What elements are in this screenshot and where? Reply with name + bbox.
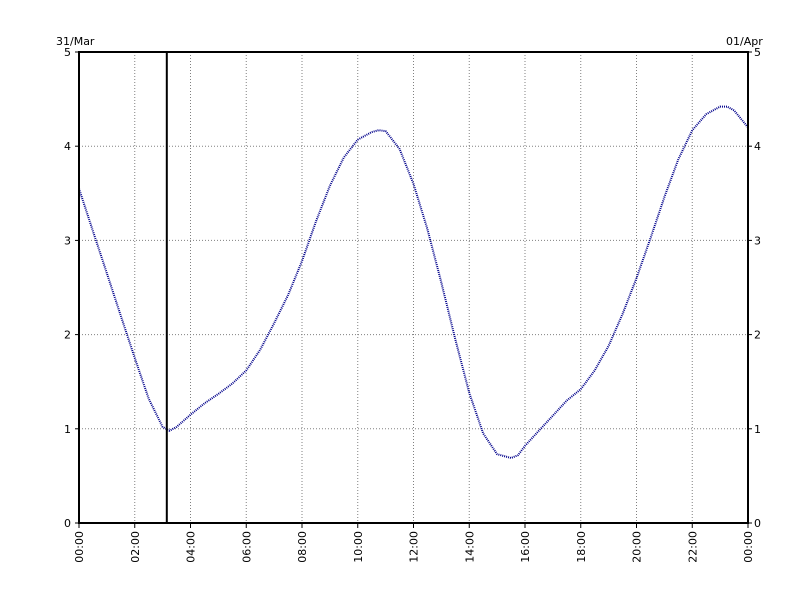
x-tick-label: 06:00 <box>240 531 253 563</box>
x-axis-labels: 00:00 02:00 04:00 06:00 08:00 10:00 12:00 14:00… <box>73 531 755 563</box>
y-tick-label-right: 3 <box>754 234 761 247</box>
grid-lines <box>79 52 748 523</box>
tide-height-line <box>78 105 749 459</box>
x-tick-label: 18:00 <box>575 531 588 563</box>
x-tick-label: 20:00 <box>631 531 644 563</box>
y-tick-label-right: 0 <box>754 517 761 530</box>
x-tick-label: 10:00 <box>352 531 365 563</box>
x-tick-label: 04:00 <box>185 531 198 563</box>
axis-ticks <box>75 51 752 528</box>
y-tick-label-left: 1 <box>64 423 71 436</box>
y-tick-label-left: 0 <box>64 517 71 530</box>
x-tick-label: 02:00 <box>129 531 142 563</box>
y-axis-right-labels: 0 1 2 3 4 5 <box>754 46 761 530</box>
x-tick-label: 22:00 <box>686 531 699 563</box>
y-axis-left-labels: 0 1 2 3 4 5 <box>64 46 71 530</box>
start-date-label: 31/Mar <box>56 35 95 48</box>
x-tick-label: 14:00 <box>463 531 476 563</box>
x-tick-label: 00:00 <box>73 531 86 563</box>
y-tick-label-right: 1 <box>754 423 761 436</box>
y-tick-label-left: 5 <box>64 46 71 59</box>
y-tick-label-left: 2 <box>64 329 71 342</box>
end-date-label: 01/Apr <box>726 35 763 48</box>
plot-border <box>78 51 749 524</box>
y-tick-label-right: 5 <box>754 46 761 59</box>
y-tick-label-right: 4 <box>754 140 761 153</box>
y-tick-label-left: 4 <box>64 140 71 153</box>
x-tick-label: 12:00 <box>408 531 421 563</box>
y-tick-label-right: 2 <box>754 329 761 342</box>
x-tick-label: 08:00 <box>296 531 309 563</box>
data-series <box>78 105 749 459</box>
x-tick-label: 00:00 <box>742 531 755 563</box>
y-tick-label-left: 3 <box>64 234 71 247</box>
x-tick-label: 16:00 <box>519 531 532 563</box>
